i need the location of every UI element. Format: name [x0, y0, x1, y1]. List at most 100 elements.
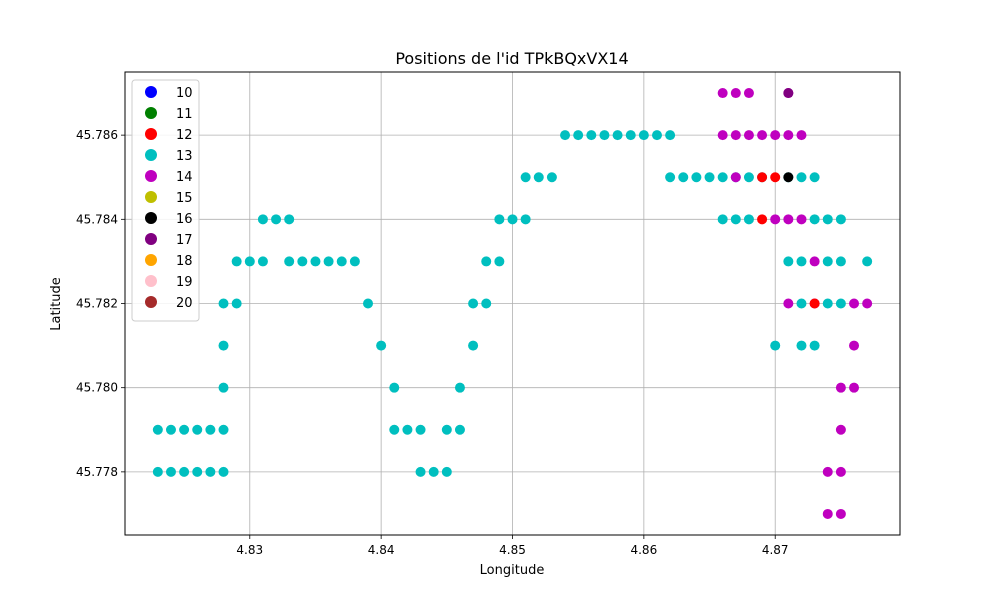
- y-axis-ticks: 45.778 45.780 45.782 45.784 45.786: [76, 128, 125, 479]
- data-point-14: [730, 172, 741, 183]
- data-point-13: [704, 172, 715, 183]
- x-axis-ticks: 4.83 4.84 4.85 4.86 4.87: [236, 535, 789, 557]
- x-tick-label: 4.87: [762, 543, 789, 557]
- data-point-14: [796, 130, 807, 141]
- data-point-13: [218, 340, 229, 351]
- legend-label: 16: [176, 212, 193, 227]
- y-tick-label: 45.778: [76, 465, 118, 479]
- legend-label: 15: [176, 191, 193, 206]
- y-tick-label: 45.780: [76, 381, 118, 395]
- data-point-13: [468, 340, 479, 351]
- data-point-13: [376, 340, 387, 351]
- data-point-13: [205, 466, 216, 477]
- data-point-13: [809, 340, 820, 351]
- data-point-14: [717, 130, 728, 141]
- data-point-13: [165, 466, 176, 477]
- data-point-13: [284, 256, 295, 267]
- data-point-13: [717, 172, 728, 183]
- legend-label: 18: [176, 254, 193, 269]
- data-point-14: [783, 298, 794, 309]
- legend-marker-13: [145, 149, 157, 161]
- data-point-13: [809, 172, 820, 183]
- y-tick-label: 45.782: [76, 297, 118, 311]
- data-point-12: [809, 298, 820, 309]
- data-point-12: [757, 214, 768, 225]
- data-point-13: [323, 256, 334, 267]
- legend: 10 11 12 13 14 15 16 17 18 19 20: [131, 79, 200, 322]
- data-point-13: [389, 382, 400, 393]
- data-point-13: [152, 424, 163, 435]
- y-axis-label: Latitude: [49, 277, 64, 331]
- data-point-14: [835, 466, 846, 477]
- data-point-13: [730, 214, 741, 225]
- data-point-14: [822, 508, 833, 519]
- legend-label: 11: [176, 107, 193, 122]
- legend-marker-16: [145, 212, 157, 224]
- data-point-13: [363, 298, 374, 309]
- data-point-13: [743, 172, 754, 183]
- data-point-14: [757, 130, 768, 141]
- legend-label: 14: [176, 170, 193, 185]
- legend-label: 17: [176, 233, 193, 248]
- data-point-13: [192, 424, 203, 435]
- legend-label: 20: [176, 296, 193, 311]
- data-point-13: [349, 256, 360, 267]
- data-point-14: [849, 382, 860, 393]
- data-point-13: [835, 298, 846, 309]
- data-point-13: [835, 214, 846, 225]
- legend-marker-17: [145, 233, 157, 245]
- data-point-14: [835, 424, 846, 435]
- data-point-13: [625, 130, 636, 141]
- data-point-13: [218, 382, 229, 393]
- data-point-13: [533, 172, 544, 183]
- data-point-13: [454, 424, 465, 435]
- data-point-13: [179, 466, 190, 477]
- data-point-14: [809, 256, 820, 267]
- data-point-13: [494, 214, 505, 225]
- x-tick-label: 4.86: [630, 543, 657, 557]
- data-point-13: [822, 298, 833, 309]
- data-point-13: [835, 256, 846, 267]
- data-point-13: [441, 424, 452, 435]
- data-point-13: [822, 214, 833, 225]
- data-point-13: [586, 130, 597, 141]
- data-point-13: [231, 298, 242, 309]
- data-point-13: [454, 382, 465, 393]
- data-point-13: [415, 466, 426, 477]
- data-point-13: [822, 256, 833, 267]
- data-point-13: [783, 256, 794, 267]
- data-point-13: [665, 172, 676, 183]
- data-point-13: [809, 214, 820, 225]
- data-point-13: [297, 256, 308, 267]
- data-point-13: [796, 340, 807, 351]
- data-point-13: [310, 256, 321, 267]
- data-point-13: [389, 424, 400, 435]
- data-point-13: [441, 466, 452, 477]
- data-point-12: [770, 172, 781, 183]
- data-point-14: [783, 130, 794, 141]
- data-point-13: [770, 340, 781, 351]
- data-point-13: [796, 298, 807, 309]
- legend-marker-19: [145, 275, 157, 287]
- legend-label: 12: [176, 128, 193, 143]
- chart-title: Positions de l'id TPkBQxVX14: [395, 49, 628, 68]
- data-point-13: [244, 256, 255, 267]
- data-point-13: [402, 424, 413, 435]
- data-point-13: [152, 466, 163, 477]
- data-point-14: [770, 214, 781, 225]
- data-point-14: [835, 382, 846, 393]
- data-point-13: [638, 130, 649, 141]
- data-point-14: [862, 298, 873, 309]
- data-point-13: [336, 256, 347, 267]
- data-point-13: [665, 130, 676, 141]
- data-point-17: [783, 88, 794, 99]
- data-point-13: [560, 130, 571, 141]
- data-point-13: [691, 172, 702, 183]
- data-point-13: [257, 256, 268, 267]
- data-point-13: [218, 298, 229, 309]
- data-point-13: [743, 214, 754, 225]
- data-point-13: [165, 424, 176, 435]
- data-point-14: [849, 298, 860, 309]
- data-point-13: [494, 256, 505, 267]
- data-point-14: [835, 508, 846, 519]
